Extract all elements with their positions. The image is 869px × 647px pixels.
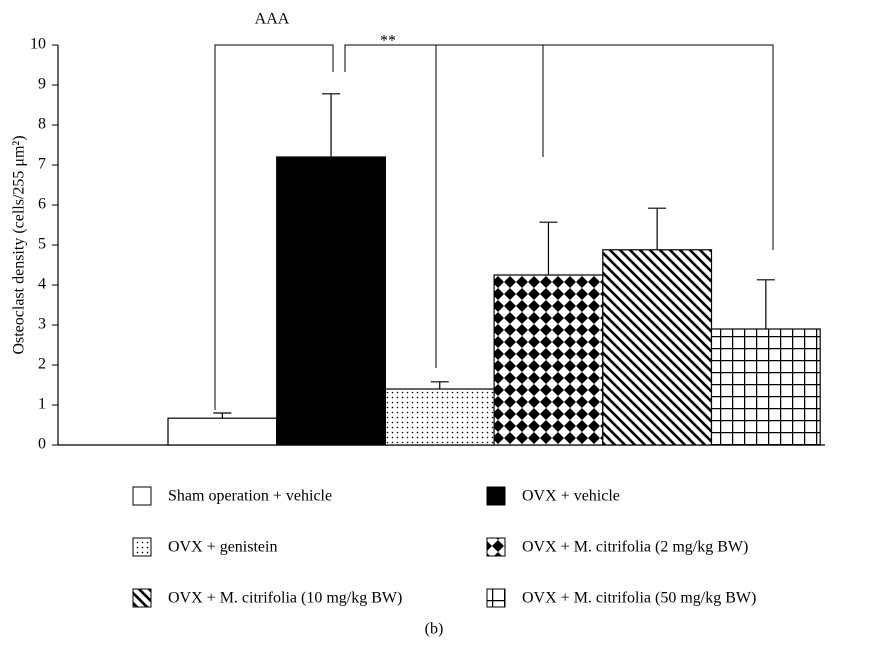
y-tick-label: 7 <box>38 156 46 173</box>
error-bar <box>648 207 667 250</box>
y-tick-label: 0 <box>38 436 46 453</box>
caption: (b) <box>425 621 444 638</box>
y-tick-label: 4 <box>38 276 46 293</box>
legend-label: Sham operation + vehicle <box>168 488 332 505</box>
bar <box>710 328 821 446</box>
legend-swatch <box>486 537 506 557</box>
error-bar <box>430 381 449 389</box>
y-tick-label: 6 <box>38 196 46 213</box>
annotation: ** <box>380 33 396 50</box>
legend-label: OVX + M. citrifolia (50 mg/kg BW) <box>522 590 756 607</box>
legend-swatch <box>132 588 152 608</box>
legend-label: OVX + M. citrifolia (10 mg/kg BW) <box>168 590 402 607</box>
significance-brackets <box>214 44 774 410</box>
y-tick-label: 10 <box>30 36 46 53</box>
legend-swatch <box>486 486 506 506</box>
y-axis-label: Osteoclast density (cells/255 μm²) <box>11 135 28 354</box>
y-tick-label: 8 <box>38 116 46 133</box>
y-tick-label: 5 <box>38 236 46 253</box>
y-tick-label: 2 <box>38 356 46 373</box>
legend-label: OVX + M. citrifolia (2 mg/kg BW) <box>522 539 748 556</box>
legend-label: OVX + vehicle <box>522 488 620 505</box>
bar <box>167 417 278 446</box>
legend-swatch <box>132 537 152 557</box>
annotation: AAA <box>255 11 290 28</box>
y-tick-label: 3 <box>38 316 46 333</box>
error-bar <box>539 221 558 275</box>
error-bar <box>756 279 775 329</box>
bar <box>384 388 495 446</box>
legend-label: OVX + genistein <box>168 539 277 556</box>
bar <box>276 156 387 446</box>
error-bar <box>213 412 232 419</box>
bar <box>493 274 604 446</box>
y-tick-label: 1 <box>38 396 46 413</box>
legend-swatch <box>132 486 152 506</box>
bar <box>602 249 713 446</box>
y-tick-label: 9 <box>38 76 46 93</box>
error-bar <box>322 93 341 157</box>
legend-swatch <box>486 588 506 608</box>
